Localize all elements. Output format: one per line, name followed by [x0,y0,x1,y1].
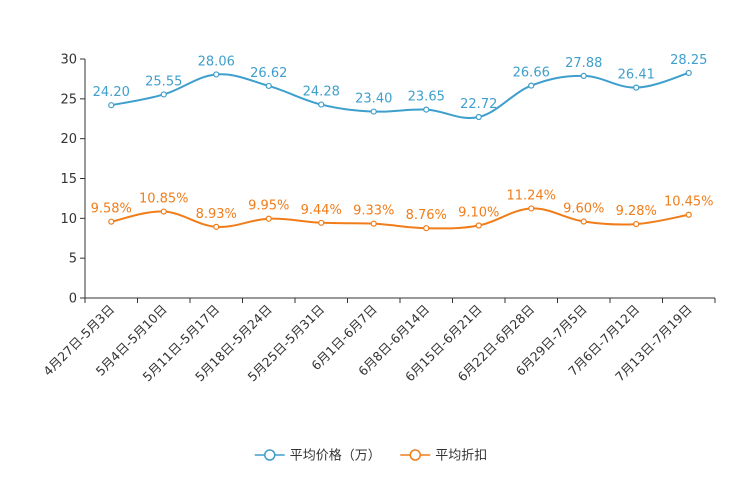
data-label: 8.76% [406,208,447,223]
data-label: 11.24% [506,188,556,203]
data-point[interactable] [580,72,587,79]
data-point[interactable] [475,222,482,229]
data-point[interactable] [685,69,692,77]
legend-marker-icon [264,449,276,461]
data-label: 28.06 [198,54,235,69]
data-point[interactable] [160,208,167,215]
data-label: 9.28% [616,204,657,219]
y-tick-label: 0 [69,292,77,307]
data-label: 23.40 [355,92,392,107]
data-label: 9.58% [91,202,132,217]
data-point[interactable] [528,82,535,89]
data-point[interactable] [580,218,587,225]
y-tick-label: 25 [60,92,77,107]
data-label: 26.41 [618,68,655,83]
legend-label: 平均价格（万） [290,448,381,464]
data-point[interactable] [423,225,430,232]
data-label: 26.62 [250,66,287,81]
data-point[interactable] [370,108,377,115]
data-point[interactable] [213,71,220,78]
y-tick-label: 20 [60,132,77,147]
data-point[interactable] [370,220,377,227]
data-point[interactable] [318,101,325,108]
data-point[interactable] [475,113,482,121]
data-label: 27.88 [565,56,602,71]
series-line-1 [111,207,689,230]
data-label: 10.45% [664,195,714,210]
data-label: 26.66 [513,66,550,81]
data-label: 22.72 [460,97,497,112]
data-point[interactable] [265,82,272,90]
data-label: 9.95% [248,199,289,214]
data-label: 9.60% [563,202,604,217]
data-label: 23.65 [408,90,445,105]
data-point[interactable] [685,211,692,218]
data-point[interactable] [108,102,115,109]
series-line-0 [111,71,690,119]
data-point[interactable] [160,91,167,98]
data-point[interactable] [423,106,430,113]
data-label: 28.25 [670,53,707,68]
data-point[interactable] [265,215,272,222]
y-tick-label: 15 [60,172,77,187]
data-label: 24.28 [303,85,340,100]
data-point[interactable] [213,223,220,230]
y-tick-label: 10 [60,212,77,227]
data-point[interactable] [318,219,325,226]
data-label: 24.20 [93,85,130,100]
y-tick-label: 30 [60,53,77,68]
data-point[interactable] [528,205,535,212]
legend-item-1[interactable]: 平均折扣 [400,449,487,464]
data-label: 10.85% [139,192,189,207]
legend-item-0[interactable]: 平均价格（万） [254,448,381,464]
legend-marker-icon [409,449,421,461]
y-tick-label: 5 [69,252,77,267]
data-label: 8.93% [196,207,237,222]
legend-label: 平均折扣 [435,449,487,464]
data-label: 25.55 [145,74,182,89]
data-label: 9.33% [353,204,394,219]
data-point[interactable] [108,218,115,225]
data-point[interactable] [633,220,640,228]
data-label: 9.44% [301,203,342,218]
data-point[interactable] [633,84,640,91]
data-label: 9.10% [458,206,499,221]
